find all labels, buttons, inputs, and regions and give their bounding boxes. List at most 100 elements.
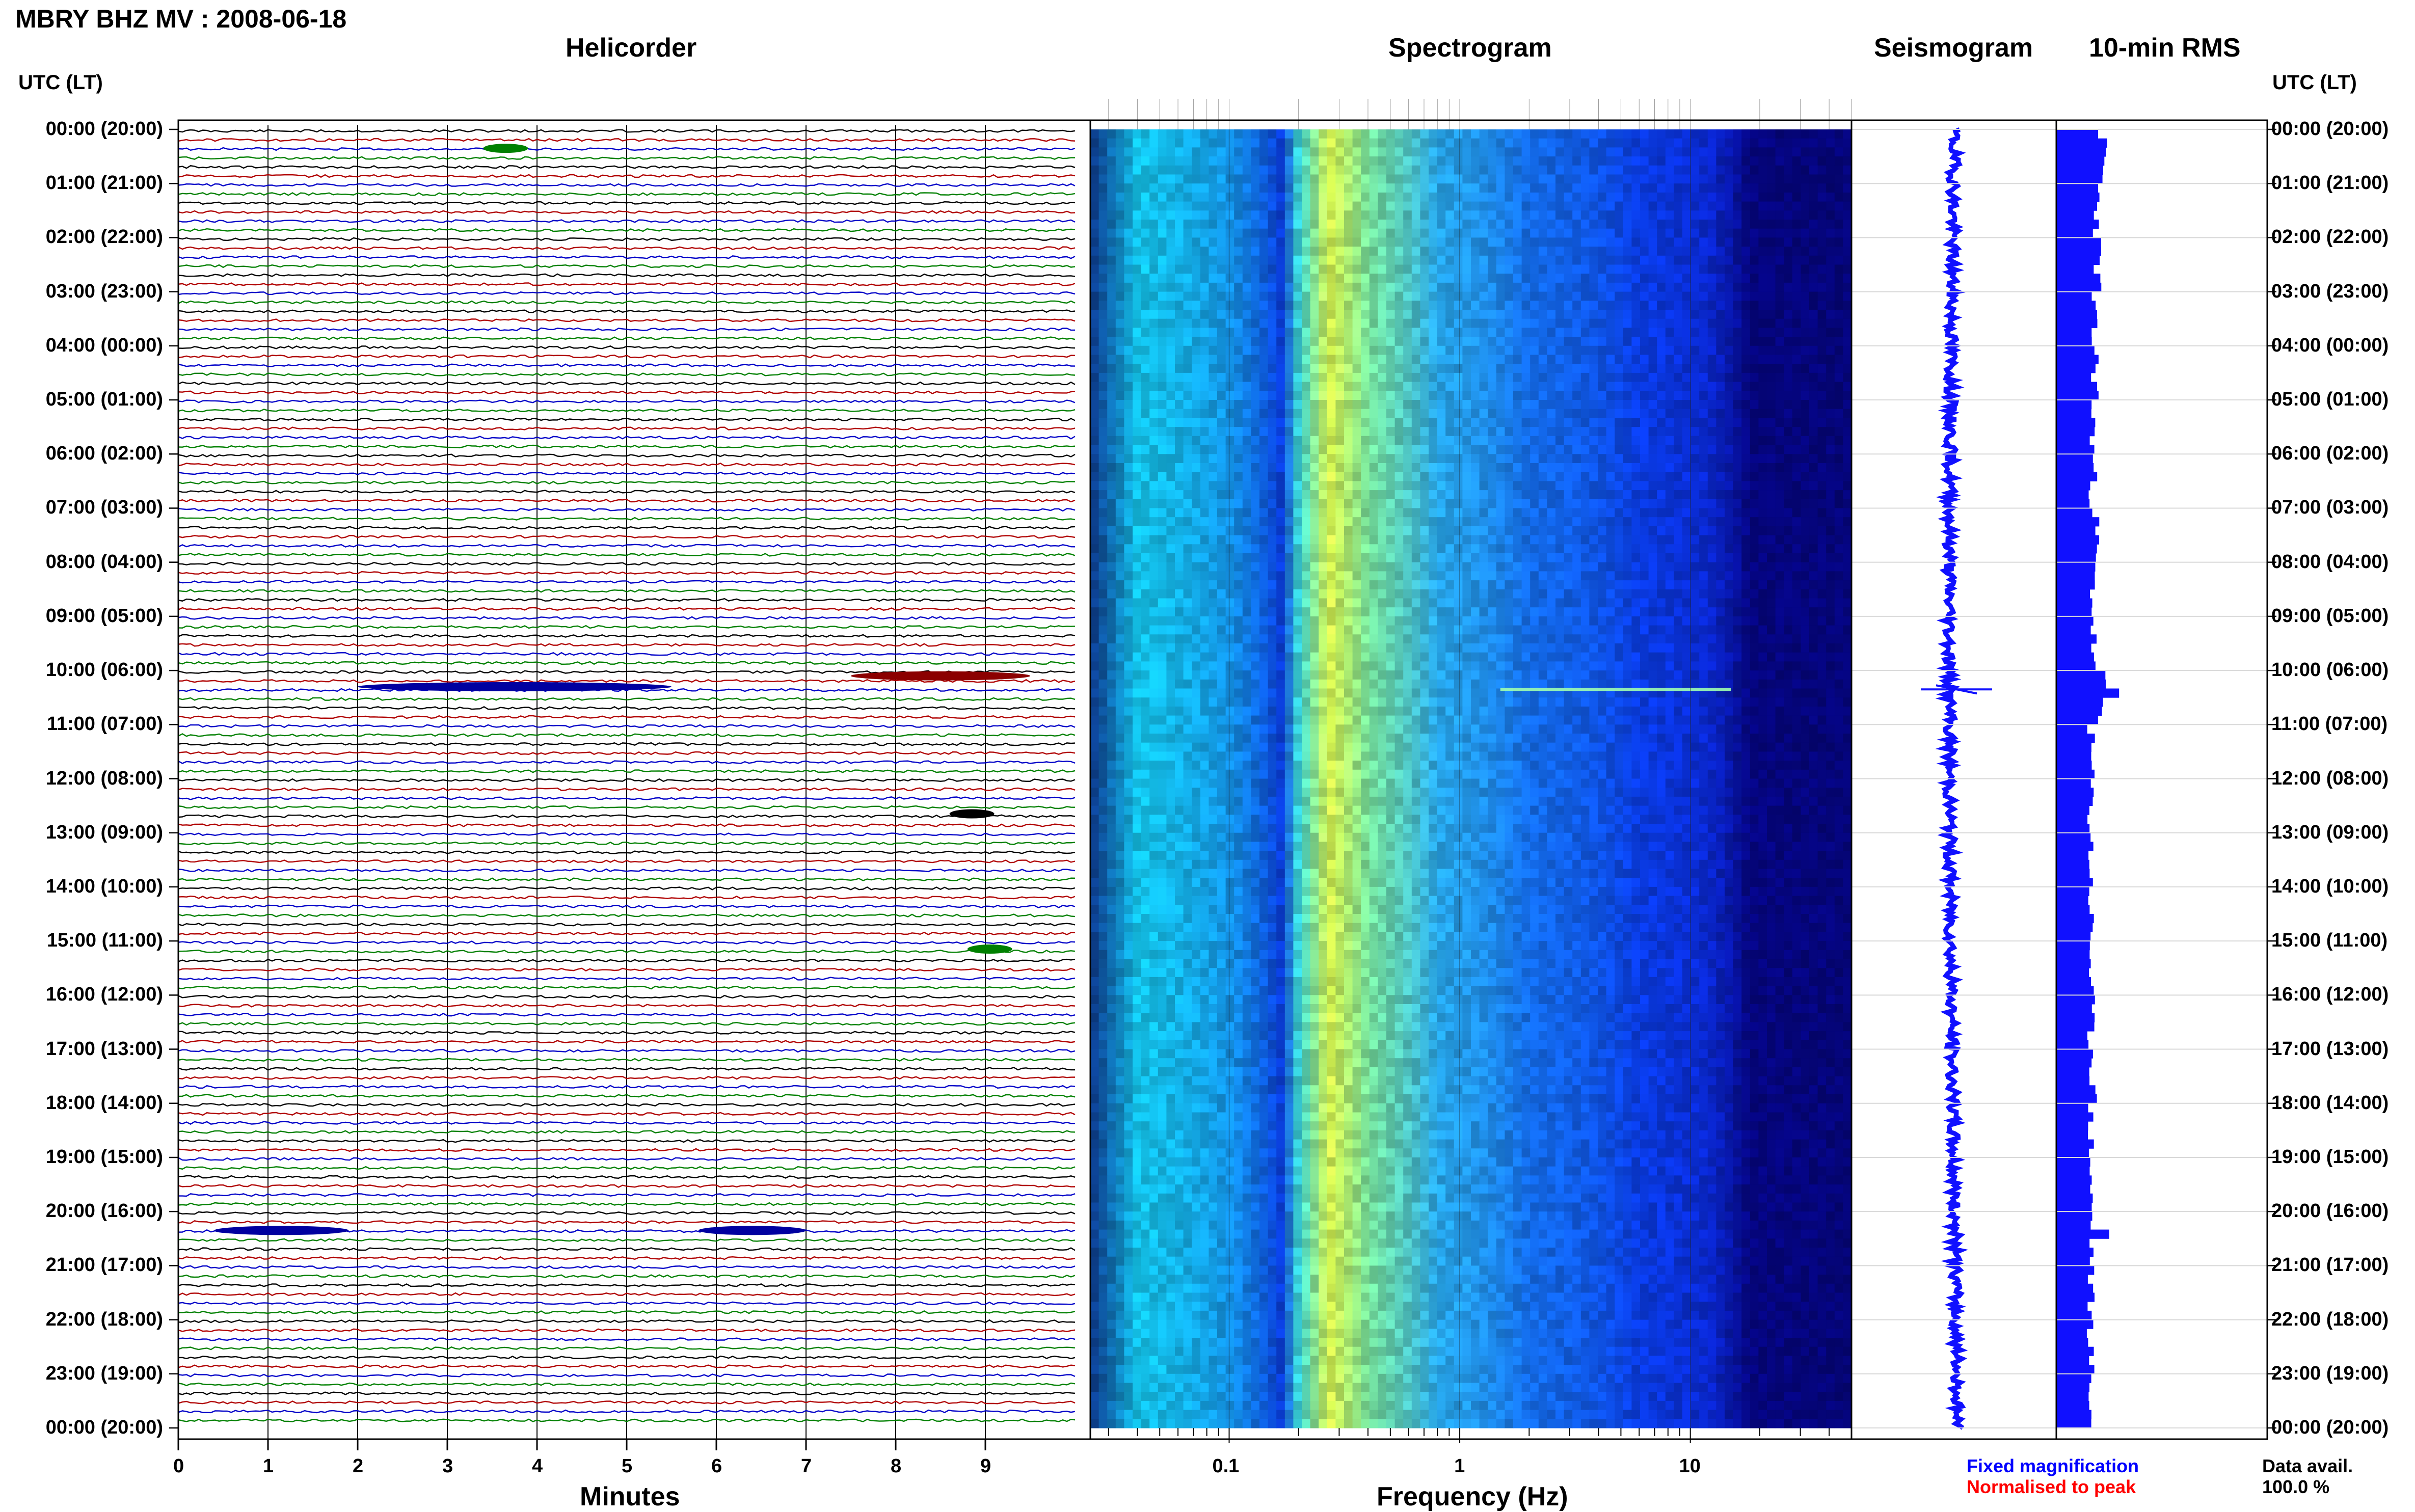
spectrogram-cell <box>1505 264 1514 274</box>
spectrogram-cell <box>1284 274 1294 283</box>
spectrogram-cell <box>1175 237 1184 247</box>
spectrogram-cell <box>1361 454 1370 464</box>
spectrogram-cell <box>1572 400 1581 410</box>
spectrogram-cell <box>1530 472 1539 481</box>
spectrogram-cell <box>1505 165 1514 175</box>
spectrogram-cell <box>1115 156 1124 166</box>
spectrogram-cell <box>1445 228 1455 238</box>
spectrogram-cell <box>1420 436 1429 446</box>
spectrogram-cell <box>1175 418 1184 427</box>
spectrogram-cell <box>1310 535 1319 545</box>
spectrogram-cell <box>1674 499 1683 509</box>
spectrogram-cell <box>1378 328 1387 337</box>
spectrogram-cell <box>1361 328 1370 337</box>
spectrogram-cell <box>1200 463 1209 473</box>
spectrogram-cell <box>1564 499 1573 509</box>
spectrogram-cell <box>1699 589 1708 599</box>
spectrogram-cell <box>1242 156 1251 166</box>
spectrogram-cell <box>1564 436 1573 446</box>
spectrogram-cell <box>1505 400 1514 410</box>
spectrogram-cell <box>1445 291 1455 301</box>
spectrogram-cell <box>1555 499 1565 509</box>
spectrogram-cell <box>1276 138 1285 148</box>
spectrogram-cell <box>1268 589 1277 599</box>
spectrogram-cell <box>1555 571 1565 581</box>
spectrogram-cell <box>1801 571 1810 581</box>
spectrogram-cell <box>1792 382 1801 391</box>
spectrogram-cell <box>1437 345 1446 356</box>
spectrogram-cell <box>1817 274 1827 283</box>
spectrogram-cell <box>1665 301 1674 310</box>
spectrogram-cell <box>1648 499 1657 509</box>
spectrogram-cell <box>1623 418 1632 427</box>
spectrogram-cell <box>1378 255 1387 265</box>
spectrogram-cell <box>1615 129 1624 139</box>
spectrogram-cell <box>1606 183 1615 193</box>
spectrogram-cell <box>1826 372 1835 383</box>
spectrogram-cell <box>1141 264 1150 274</box>
spectrogram-cell <box>1107 589 1116 599</box>
spectrogram-cell <box>1293 192 1302 202</box>
spectrogram-cell <box>1691 517 1700 527</box>
spectrogram-cell <box>1090 436 1099 446</box>
spectrogram-cell <box>1310 526 1319 536</box>
spectrogram-cell <box>1225 436 1235 446</box>
spectrogram-cell <box>1454 328 1463 337</box>
spectrogram-cell <box>1817 138 1827 148</box>
spectrogram-cell <box>1741 382 1751 391</box>
spectrogram-cell <box>1098 328 1108 337</box>
spectrogram-cell <box>1124 138 1133 148</box>
spectrogram-cell <box>1352 490 1361 500</box>
spectrogram-cell <box>1741 328 1751 337</box>
spectrogram-cell <box>1834 589 1843 599</box>
spectrogram-cell <box>1648 535 1657 545</box>
spectrogram-cell <box>1538 508 1547 518</box>
spectrogram-cell <box>1471 247 1480 256</box>
spectrogram-cell <box>1505 382 1514 391</box>
spectrogram-cell <box>1403 228 1412 238</box>
spectrogram-cell <box>1158 274 1167 283</box>
spectrogram-cell <box>1437 436 1446 446</box>
spectrogram-cell <box>1403 274 1412 283</box>
spectrogram-cell <box>1496 156 1505 166</box>
spectrogram-cell <box>1606 355 1615 364</box>
spectrogram-cell <box>1479 183 1488 193</box>
spectrogram-cell <box>1707 372 1716 383</box>
spectrogram-cell <box>1378 517 1387 527</box>
spectrogram-cell <box>1158 562 1167 572</box>
spectrogram-cell <box>1674 508 1683 518</box>
spectrogram-cell <box>1335 355 1345 364</box>
spectrogram-cell <box>1310 247 1319 256</box>
spectrogram-cell <box>1394 544 1404 554</box>
spectrogram-cell <box>1580 589 1590 599</box>
spectrogram-cell <box>1801 220 1810 229</box>
spectrogram-cell <box>1682 282 1692 292</box>
spectrogram-cell <box>1454 526 1463 536</box>
spectrogram-cell <box>1631 544 1641 554</box>
spectrogram-cell <box>1242 301 1251 310</box>
spectrogram-cell <box>1344 391 1353 400</box>
spectrogram-cell <box>1589 544 1598 554</box>
spectrogram-cell <box>1293 228 1302 238</box>
spectrogram-cell <box>1538 201 1547 211</box>
spectrogram-cell <box>1640 138 1649 148</box>
spectrogram-cell <box>1547 310 1556 319</box>
spectrogram-cell <box>1454 472 1463 481</box>
spectrogram-cell <box>1809 274 1818 283</box>
spectrogram-cell <box>1251 598 1260 608</box>
spectrogram-cell <box>1775 129 1784 139</box>
spectrogram-cell <box>1792 418 1801 427</box>
spectrogram-cell <box>1420 210 1429 220</box>
spectrogram-cell <box>1335 409 1345 418</box>
spectrogram-cell <box>1725 364 1734 373</box>
spectrogram-cell <box>1378 174 1387 184</box>
spectrogram-cell <box>1784 382 1793 391</box>
spectrogram-cell <box>1445 382 1455 391</box>
spectrogram-cell <box>1513 210 1522 220</box>
spectrogram-cell <box>1580 192 1590 202</box>
spectrogram-cell <box>1369 147 1378 157</box>
spectrogram-cell <box>1124 372 1133 383</box>
spectrogram-cell <box>1589 192 1598 202</box>
spectrogram-cell <box>1809 165 1818 175</box>
